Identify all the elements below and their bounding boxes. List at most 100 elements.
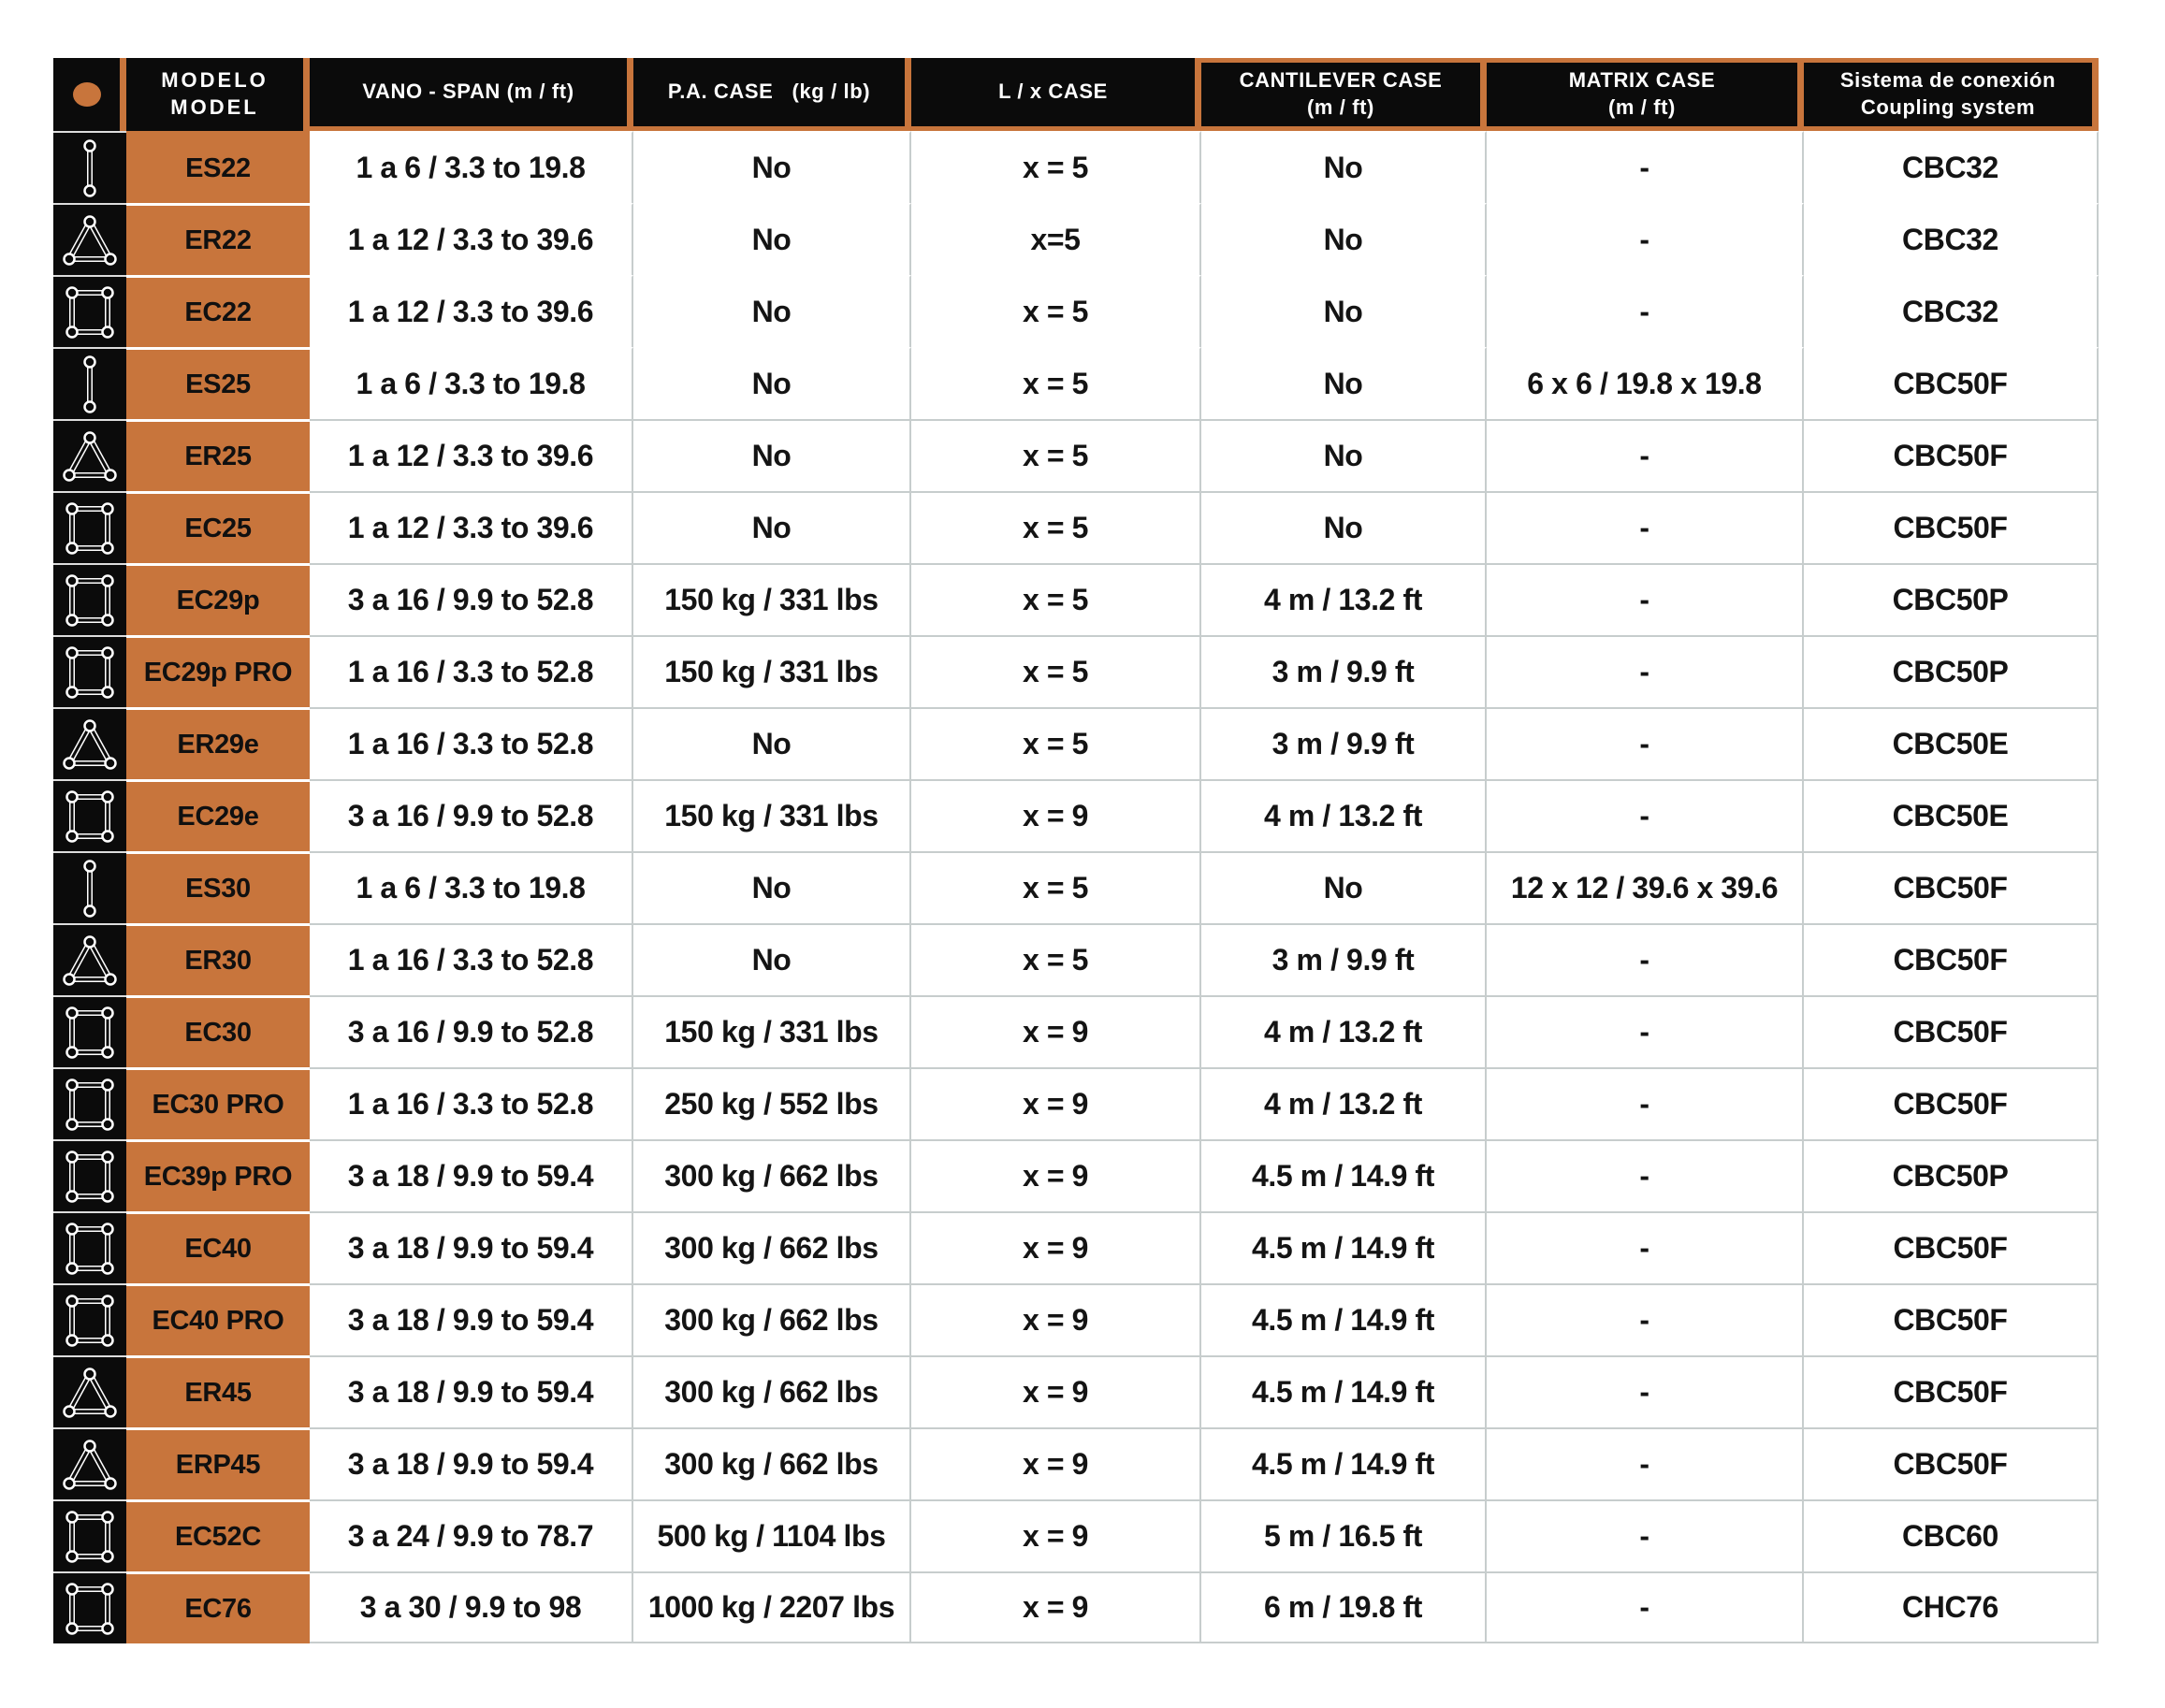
- span-value: 1 a 6 / 3.3 to 19.8: [356, 151, 586, 184]
- cantilever-cell: 4.5 m / 14.9 ft: [1201, 1427, 1487, 1499]
- header-label: VANO - SPAN (m / ft): [362, 80, 574, 104]
- cantilever-cell: No: [1201, 131, 1487, 203]
- coupling-value: CBC32: [1902, 223, 1998, 256]
- matrix-value: -: [1639, 1303, 1649, 1337]
- model-cell: EC40: [126, 1211, 310, 1283]
- pa-case-value: No: [751, 367, 792, 400]
- lx-case-cell: x = 9: [911, 1427, 1201, 1499]
- cantilever-cell: 4 m / 13.2 ft: [1201, 1067, 1487, 1139]
- model-label: EC30 PRO: [152, 1089, 284, 1120]
- square-truss-icon: [53, 779, 126, 851]
- coupling-cell: CBC50F: [1804, 347, 2099, 419]
- table-row: EC29p 3 a 16 / 9.9 to 52.8 150 kg / 331 lb…: [53, 563, 2099, 635]
- table-row: EC29e 3 a 16 / 9.9 to 52.8 150 kg / 331 lb…: [53, 779, 2099, 851]
- span-value: 3 a 18 / 9.9 to 59.4: [347, 1375, 594, 1409]
- model-label: EC29e: [177, 801, 259, 832]
- cantilever-cell: No: [1201, 203, 1487, 275]
- cantilever-cell: No: [1201, 347, 1487, 419]
- matrix-cell: 12 x 12 / 39.6 x 39.6: [1487, 851, 1804, 923]
- cantilever-cell: 4.5 m / 14.9 ft: [1201, 1283, 1487, 1355]
- cantilever-cell: 5 m / 16.5 ft: [1201, 1499, 1487, 1571]
- pa-case-cell: 300 kg / 662 lbs: [633, 1139, 911, 1211]
- header-cell-cantilever: CANTILEVER CASE (m / ft): [1201, 58, 1487, 131]
- model-cell: ER45: [126, 1355, 310, 1427]
- lx-case-cell: x = 9: [911, 1283, 1201, 1355]
- lx-case-cell: x=5: [911, 203, 1201, 275]
- lx-case-cell: x = 5: [911, 419, 1201, 491]
- model-cell: EC30: [126, 995, 310, 1067]
- square-truss-icon: [53, 1499, 126, 1571]
- square-truss-icon: [53, 1139, 126, 1211]
- header-label: MODEL: [170, 95, 259, 119]
- table-header-row: MODELO MODEL VANO - SPAN (m / ft) P.A. C…: [53, 58, 2099, 131]
- coupling-value: CBC50F: [1893, 943, 2008, 977]
- cantilever-value: 4 m / 13.2 ft: [1263, 1015, 1423, 1049]
- model-cell: ES30: [126, 851, 310, 923]
- matrix-value: -: [1639, 1159, 1649, 1193]
- pa-case-cell: No: [633, 275, 911, 347]
- lx-case-cell: x = 9: [911, 1499, 1201, 1571]
- lx-case-cell: x = 9: [911, 1139, 1201, 1211]
- coupling-cell: CBC50E: [1804, 779, 2099, 851]
- matrix-cell: -: [1487, 491, 1804, 563]
- matrix-cell: -: [1487, 635, 1804, 707]
- matrix-value: -: [1639, 943, 1649, 977]
- coupling-value: CBC50P: [1892, 1159, 2009, 1193]
- pa-case-value: 150 kg / 331 lbs: [664, 1015, 879, 1049]
- model-cell: EC22: [126, 275, 310, 347]
- model-cell: EC52C: [126, 1499, 310, 1571]
- span-cell: 1 a 6 / 3.3 to 19.8: [310, 347, 633, 419]
- coupling-value: CBC50P: [1892, 655, 2009, 688]
- matrix-value: -: [1639, 799, 1649, 832]
- cantilever-value: No: [1323, 223, 1363, 256]
- span-cell: 3 a 18 / 9.9 to 59.4: [310, 1283, 633, 1355]
- span-value: 1 a 12 / 3.3 to 39.6: [347, 295, 594, 328]
- lx-case-value: x = 9: [1022, 799, 1089, 832]
- model-label: EC39p PRO: [143, 1161, 293, 1192]
- header-label: Coupling system: [1860, 95, 2036, 119]
- cantilever-cell: No: [1201, 851, 1487, 923]
- span-value: 3 a 16 / 9.9 to 52.8: [347, 1015, 594, 1049]
- matrix-cell: -: [1487, 1283, 1804, 1355]
- span-value: 3 a 18 / 9.9 to 59.4: [347, 1303, 594, 1337]
- cantilever-value: No: [1323, 367, 1363, 400]
- coupling-cell: CBC50F: [1804, 851, 2099, 923]
- model-cell: EC25: [126, 491, 310, 563]
- coupling-cell: CBC32: [1804, 203, 2099, 275]
- cantilever-cell: No: [1201, 275, 1487, 347]
- pa-case-value: 300 kg / 662 lbs: [664, 1231, 879, 1265]
- span-cell: 1 a 12 / 3.3 to 39.6: [310, 275, 633, 347]
- span-value: 1 a 6 / 3.3 to 19.8: [356, 367, 586, 400]
- table-row: ES25 1 a 6 / 3.3 to 19.8 No x = 5 No 6 x 6 / …: [53, 347, 2099, 419]
- span-cell: 3 a 18 / 9.9 to 59.4: [310, 1139, 633, 1211]
- pa-case-value: 300 kg / 662 lbs: [664, 1447, 879, 1481]
- cantilever-cell: 6 m / 19.8 ft: [1201, 1571, 1487, 1643]
- model-label: ER30: [184, 945, 252, 976]
- span-cell: 1 a 16 / 3.3 to 52.8: [310, 923, 633, 995]
- square-truss-icon: [53, 491, 126, 563]
- span-value: 3 a 18 / 9.9 to 59.4: [347, 1159, 594, 1193]
- matrix-value: 12 x 12 / 39.6 x 39.6: [1510, 871, 1779, 905]
- matrix-cell: -: [1487, 563, 1804, 635]
- span-value: 1 a 16 / 3.3 to 52.8: [347, 943, 594, 977]
- coupling-cell: CBC50P: [1804, 563, 2099, 635]
- header-label: MATRIX CASE: [1568, 68, 1716, 93]
- coupling-cell: CBC32: [1804, 275, 2099, 347]
- matrix-value: -: [1639, 439, 1649, 472]
- cantilever-value: 3 m / 9.9 ft: [1271, 655, 1415, 688]
- coupling-value: CBC50E: [1892, 727, 2009, 760]
- pa-case-cell: No: [633, 851, 911, 923]
- cantilever-cell: 4.5 m / 14.9 ft: [1201, 1355, 1487, 1427]
- matrix-cell: -: [1487, 203, 1804, 275]
- coupling-cell: CBC32: [1804, 131, 2099, 203]
- matrix-cell: -: [1487, 131, 1804, 203]
- matrix-value: -: [1639, 511, 1649, 544]
- lx-case-cell: x = 5: [911, 491, 1201, 563]
- cantilever-value: 4 m / 13.2 ft: [1263, 1087, 1423, 1121]
- coupling-value: CBC50F: [1893, 1303, 2008, 1337]
- square-truss-icon: [53, 1067, 126, 1139]
- matrix-cell: -: [1487, 275, 1804, 347]
- pa-case-cell: 300 kg / 662 lbs: [633, 1211, 911, 1283]
- triangle-truss-icon: [53, 707, 126, 779]
- model-cell: ER30: [126, 923, 310, 995]
